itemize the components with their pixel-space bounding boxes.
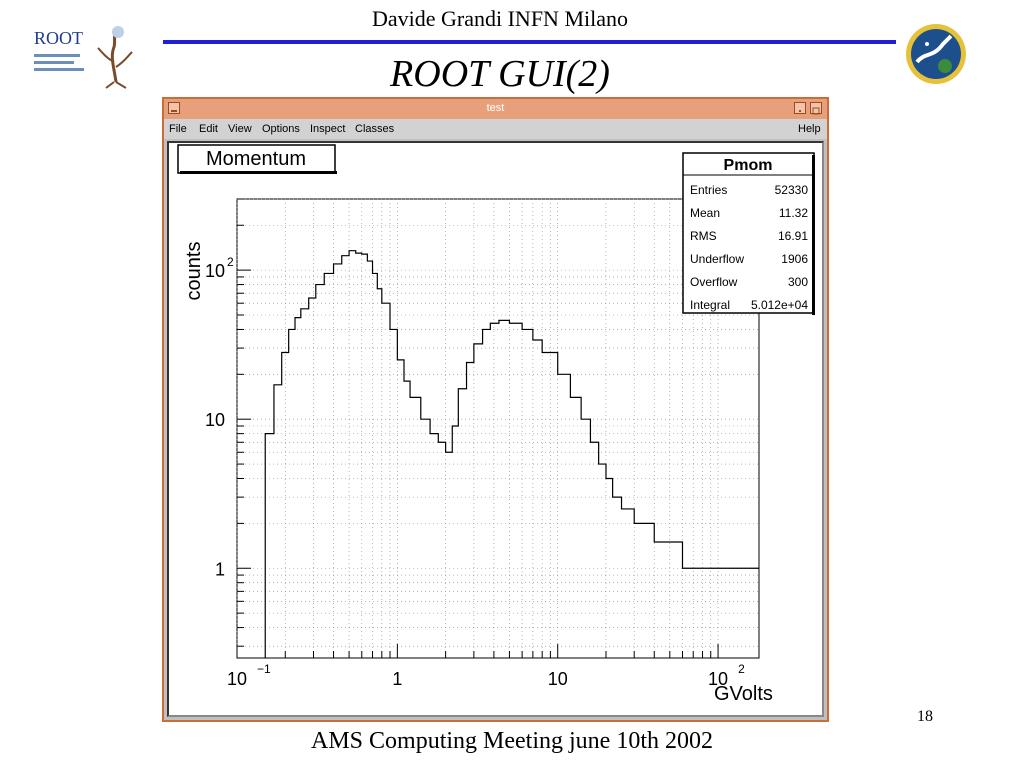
y-tick-label: 10: [205, 261, 225, 281]
window-menu-button[interactable]: [168, 102, 180, 114]
stats-label-rms: RMS: [690, 229, 717, 243]
x-tick-label: 10: [708, 669, 728, 689]
histogram-name: Momentum: [206, 148, 306, 170]
series-line: [264, 250, 759, 658]
root-logo: ROOT: [28, 22, 143, 94]
stats-label-mean: Mean: [690, 206, 720, 220]
window-titlebar[interactable]: test: [164, 99, 827, 119]
histogram-name-box: [177, 144, 336, 174]
header-rule: [163, 40, 896, 44]
stats-title: Pmom: [724, 157, 773, 174]
x-tick-label: 10: [227, 669, 247, 689]
plot-canvas[interactable]: Momentum 10 −1 1 10 10 2 1 10 10 2 GVolts counts …: [167, 141, 824, 717]
menu-bar: File Edit View Options Inspect Classes H…: [164, 119, 827, 139]
menu-help[interactable]: Help: [798, 123, 821, 135]
window-title: test: [486, 102, 505, 114]
x-axis-label: GVolts: [714, 683, 773, 705]
stats-label-underflow: Underflow: [690, 252, 744, 266]
slide-author: Davide Grandi INFN Milano: [371, 6, 628, 31]
stats-label-entries: Entries: [690, 183, 727, 197]
x-tick-label: 10: [548, 669, 568, 689]
slide-title: ROOT GUI(2): [390, 53, 610, 95]
x-tick-exponent: −1: [257, 662, 271, 676]
svg-text:ROOT: ROOT: [34, 28, 83, 48]
minimize-button[interactable]: [794, 102, 806, 114]
root-canvas-window: test File Edit View Options Inspect Clas…: [162, 97, 829, 722]
stats-value-overflow: 300: [788, 275, 808, 289]
menu-inspect[interactable]: Inspect: [310, 123, 346, 135]
plot-frame: [236, 198, 760, 659]
slide-footer: AMS Computing Meeting june 10th 2002: [311, 728, 713, 754]
y-axis-label: counts: [183, 242, 205, 301]
stats-value-integral: 5.012e+04: [751, 298, 808, 312]
stats-value-mean: 11.32: [779, 206, 808, 220]
stats-value-rms: 16.91: [778, 229, 808, 243]
stats-label-integral: Integral: [690, 298, 730, 312]
x-tick-label: 1: [392, 669, 402, 689]
menu-classes[interactable]: Classes: [355, 123, 395, 135]
stats-box: Pmom Entries 52330 Mean 11.32 RMS 16.91 Underf…: [682, 152, 815, 315]
menu-file[interactable]: File: [169, 123, 187, 135]
y-tick-label: 1: [215, 559, 225, 579]
stats-value-entries: 52330: [775, 183, 809, 197]
menu-view[interactable]: View: [228, 123, 252, 135]
y-tick-label: 10: [205, 410, 225, 430]
y-tick-exponent: 2: [227, 255, 234, 269]
maximize-button[interactable]: [810, 102, 822, 115]
menu-options[interactable]: Options: [262, 123, 300, 135]
page-number: 18: [917, 708, 933, 725]
menu-edit[interactable]: Edit: [199, 123, 218, 135]
axis-ticks: [236, 198, 719, 658]
ams-mission-logo: [903, 22, 969, 86]
x-tick-exponent: 2: [738, 662, 745, 676]
stats-label-overflow: Overflow: [690, 275, 738, 289]
stats-value-underflow: 1906: [781, 252, 808, 266]
